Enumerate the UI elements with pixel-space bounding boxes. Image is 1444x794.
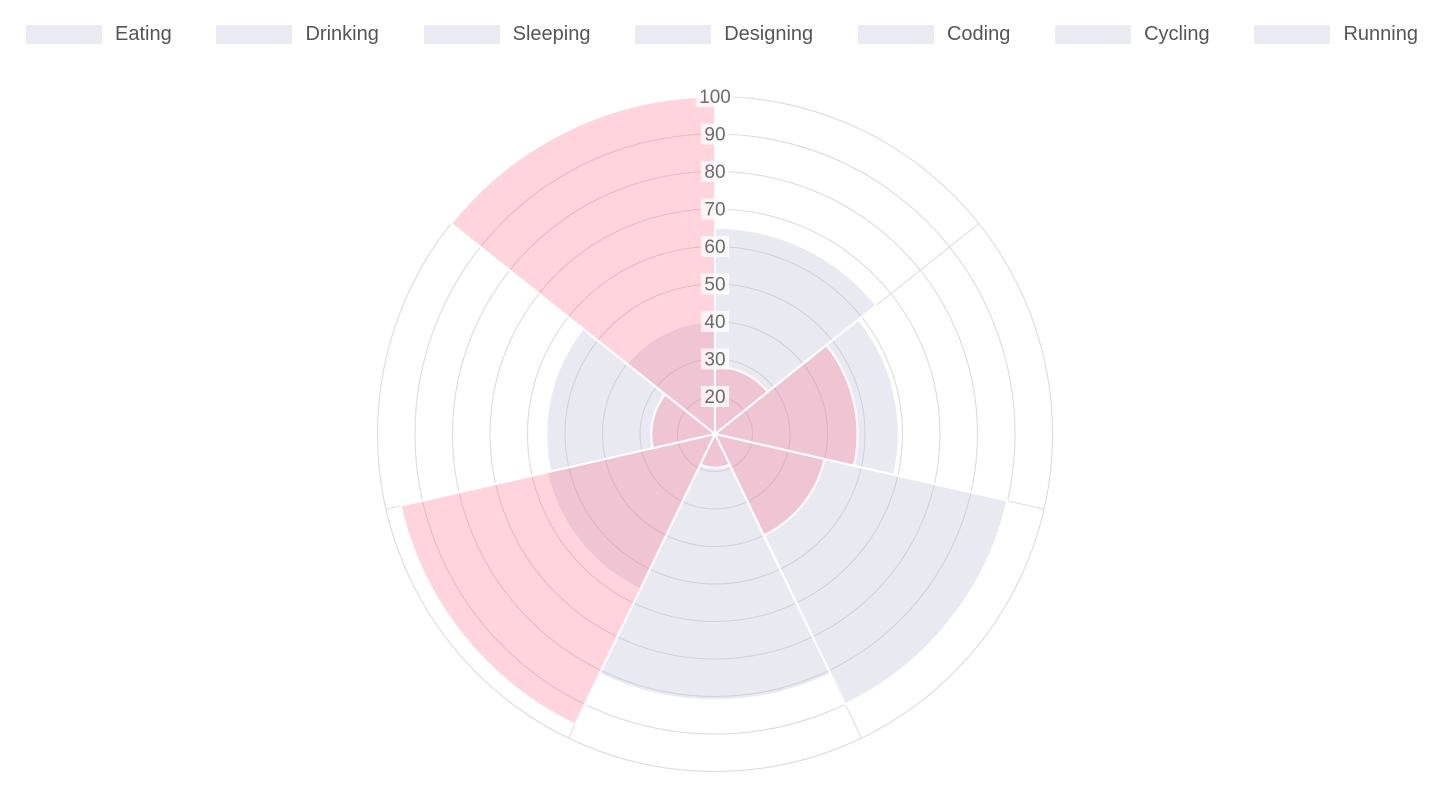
legend-item-designing[interactable]: Designing bbox=[635, 24, 813, 44]
legend-swatch bbox=[1254, 24, 1331, 44]
legend-swatch bbox=[857, 24, 934, 44]
wedge-cycling-dataset2[interactable] bbox=[650, 393, 716, 450]
tick-backdrop bbox=[700, 236, 730, 257]
legend-item-coding[interactable]: Coding bbox=[857, 23, 1011, 45]
radial-tick-label: 50 bbox=[704, 275, 725, 296]
legend-item-running[interactable]: Running bbox=[1254, 24, 1418, 44]
radial-tick-label: 80 bbox=[704, 162, 725, 183]
legend-swatch bbox=[635, 24, 712, 44]
legend-swatch bbox=[26, 24, 102, 44]
radial-tick-label: 90 bbox=[704, 125, 725, 146]
wedge-drinking-dataset1[interactable] bbox=[714, 318, 900, 476]
legend-item-label: Eating bbox=[115, 23, 172, 45]
radial-tick-label: 100 bbox=[699, 87, 731, 108]
radial-tick-label: 20 bbox=[704, 387, 725, 408]
tick-backdrop bbox=[700, 311, 730, 332]
legend-item-label: Designing bbox=[724, 23, 814, 45]
tick-backdrop bbox=[700, 273, 730, 295]
tick-backdrop bbox=[700, 123, 730, 145]
tick-backdrop bbox=[700, 386, 730, 407]
radial-tick-labels: 20 30 40 50 60 70 80 90 100 bbox=[695, 86, 735, 408]
wedge-drinking-dataset2[interactable] bbox=[714, 344, 859, 467]
radial-tick-label: 30 bbox=[704, 350, 725, 371]
legend-item-cycling[interactable]: Cycling bbox=[1055, 24, 1210, 44]
legend-item-label: Running bbox=[1343, 23, 1418, 45]
legend-item-eating[interactable]: Eating bbox=[26, 24, 172, 44]
tick-backdrop bbox=[700, 198, 730, 220]
wedge-sleeping-dataset2[interactable] bbox=[714, 433, 826, 537]
chart-legend: Eating Drinking Sleeping Designing Coding Cyc… bbox=[0, 0, 1444, 44]
wedge-coding-dataset1[interactable] bbox=[545, 433, 716, 591]
legend-item-label: Coding bbox=[946, 23, 1011, 45]
dataset-2-wedges bbox=[399, 95, 859, 726]
wedge-designing-dataset1[interactable] bbox=[598, 433, 832, 702]
wedge-running-dataset2[interactable] bbox=[450, 95, 716, 435]
dataset-1-wedges bbox=[545, 226, 1009, 706]
legend-item-label: Sleeping bbox=[512, 23, 591, 45]
legend-swatch bbox=[1055, 24, 1132, 44]
legend-item-label: Drinking bbox=[305, 23, 379, 45]
tick-backdrop bbox=[700, 348, 730, 370]
wedge-sleeping-dataset1[interactable] bbox=[714, 433, 1009, 706]
radial-tick-label: 70 bbox=[704, 200, 725, 221]
tick-backdrop bbox=[695, 86, 735, 107]
legend-swatch bbox=[423, 24, 500, 44]
legend-item-label: Cycling bbox=[1144, 23, 1210, 45]
tick-backdrop bbox=[700, 161, 730, 182]
legend-item-drinking[interactable]: Drinking bbox=[216, 23, 379, 45]
radial-tick-label: 60 bbox=[704, 237, 725, 258]
wedge-coding-dataset2[interactable] bbox=[399, 433, 716, 726]
legend-item-sleeping[interactable]: Sleeping bbox=[423, 23, 591, 45]
radial-tick-label: 40 bbox=[704, 312, 725, 333]
wedge-eating-dataset1[interactable] bbox=[714, 226, 878, 435]
legend-swatch bbox=[216, 24, 293, 44]
wedge-cycling-dataset1[interactable] bbox=[545, 327, 716, 473]
